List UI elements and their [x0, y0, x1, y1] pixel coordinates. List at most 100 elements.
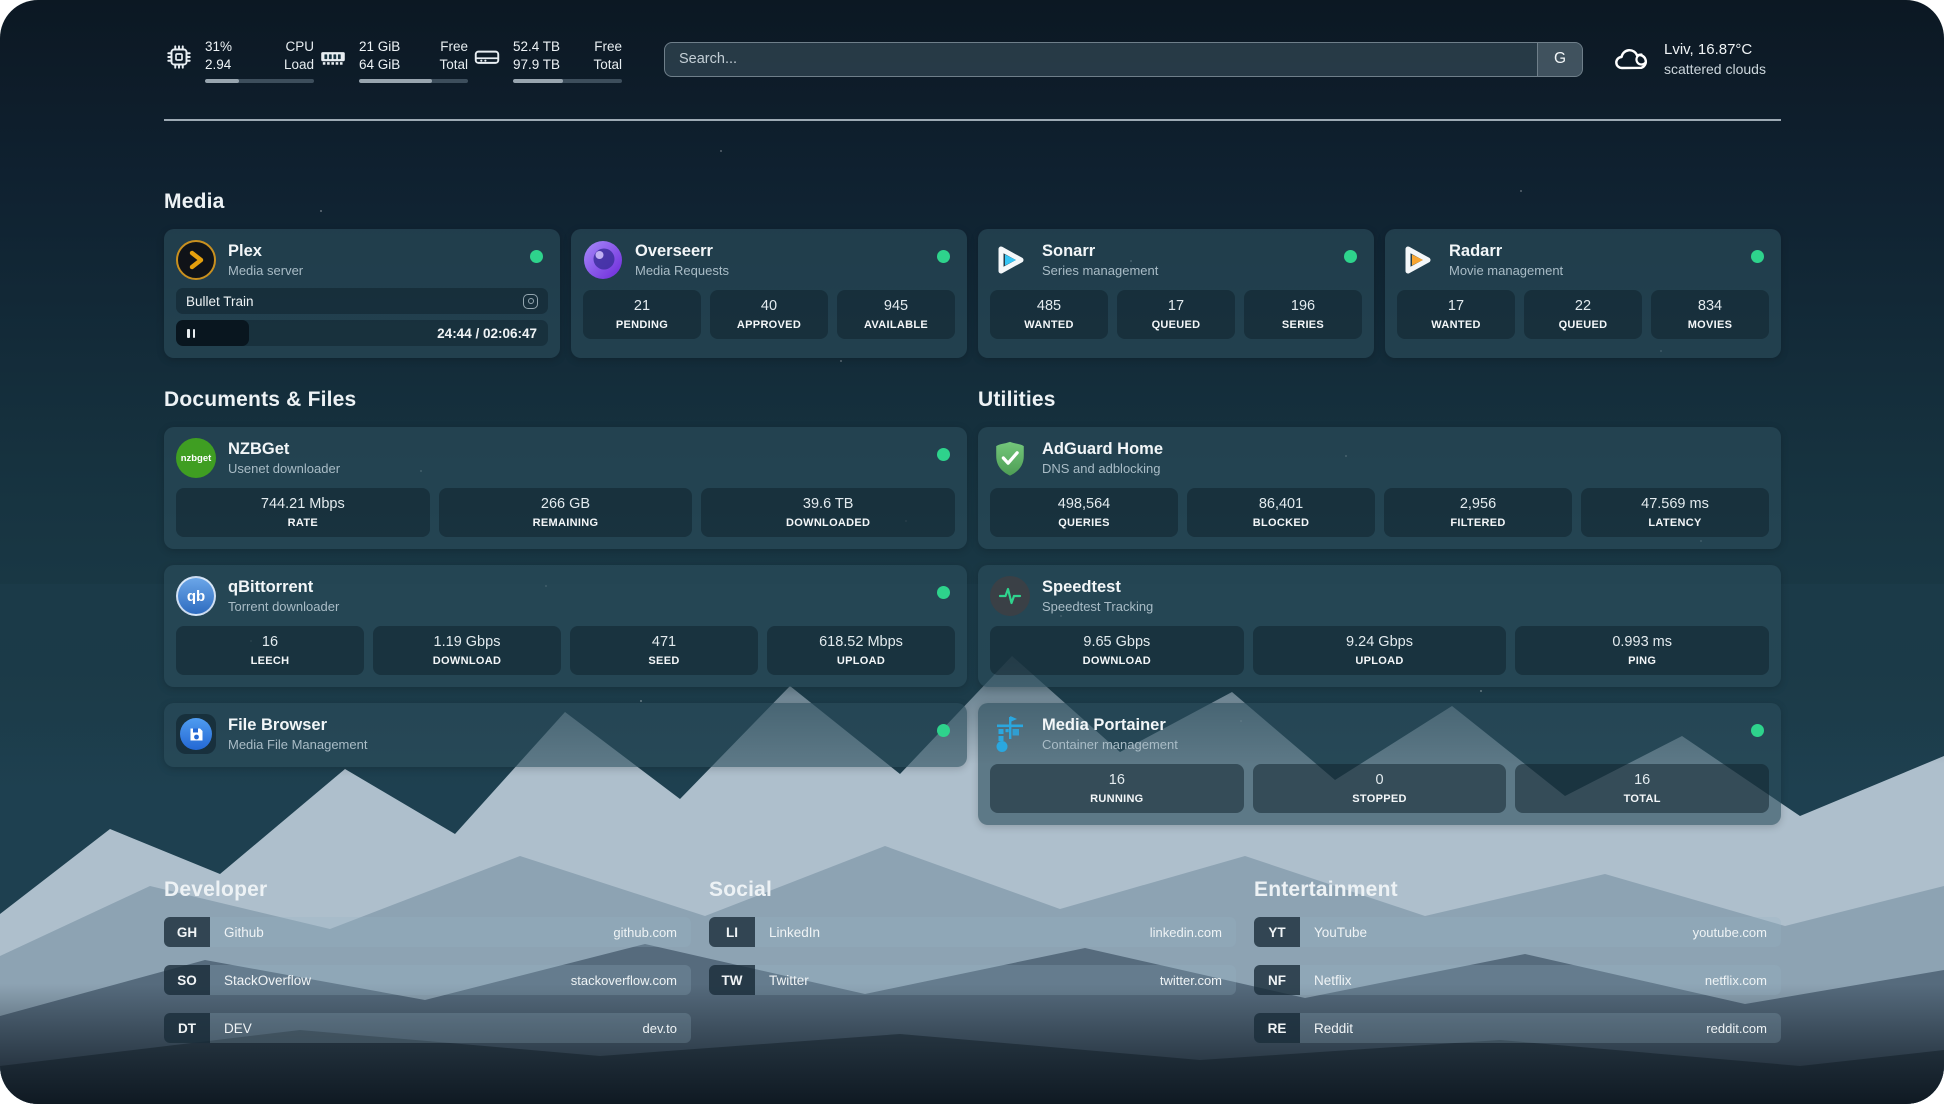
portainer-subtitle: Container management — [1042, 737, 1178, 752]
twitter-abbr-badge: TW — [709, 965, 755, 995]
storage-total-value: 97.9 TB — [513, 56, 561, 72]
nzbget-status-dot — [937, 448, 950, 461]
cpu-label-top: CPU — [285, 38, 314, 54]
link-reddit[interactable]: RE Reddit reddit.com — [1254, 1013, 1781, 1043]
nzbget-stat-remaining: 266 GB REMAINING — [438, 488, 693, 537]
overseerr-status-dot — [937, 250, 950, 263]
adguard-icon — [990, 438, 1030, 478]
netflix-abbr-badge: NF — [1254, 965, 1300, 995]
search-input[interactable] — [664, 41, 1583, 77]
adguard-subtitle: DNS and adblocking — [1042, 461, 1161, 476]
nzbget-subtitle: Usenet downloader — [228, 461, 341, 476]
nzbget-name: NZBGet — [228, 440, 290, 458]
documents-files-section: Documents & Files nzbget NZBGet Usenet d… — [164, 388, 967, 825]
plex-status-dot — [530, 250, 543, 263]
utilities-section-title: Utilities — [978, 388, 1056, 411]
weather-widget: Lviv, 16.87°C scattered clouds — [1613, 40, 1781, 78]
memory-icon — [321, 51, 345, 65]
overseerr-name: Overseerr — [635, 242, 713, 260]
adguard-stat-filtered: 2,956 FILTERED — [1384, 488, 1572, 537]
dev-to-abbr-badge: DT — [164, 1013, 210, 1043]
speedtest-icon — [990, 576, 1030, 616]
media-section-title: Media — [164, 190, 225, 213]
qbittorrent-stat-seed: 471 SEED — [570, 626, 758, 675]
radarr-stat-queued: 22 QUEUED — [1524, 290, 1642, 339]
link-stackoverflow[interactable]: SO StackOverflow stackoverflow.com — [164, 965, 691, 995]
link-dev-to[interactable]: DT DEV dev.to — [164, 1013, 691, 1043]
qbittorrent-stat-leech: 16 LEECH — [176, 626, 364, 675]
pause-icon[interactable] — [187, 328, 196, 338]
memory-progress-track — [359, 78, 468, 83]
sonarr-icon — [990, 240, 1030, 280]
cpu-icon — [167, 44, 191, 69]
developer-section-title: Developer — [164, 878, 268, 901]
radarr-name: Radarr — [1449, 242, 1503, 260]
documents-section-title: Documents & Files — [164, 388, 357, 411]
linkedin-abbr-badge: LI — [709, 917, 755, 947]
media-section: Media Plex Media server Bullet Train — [164, 190, 1781, 358]
memory-stat: 21 GiB Free 64 GiB Total — [318, 36, 468, 83]
overseerr-icon — [583, 240, 623, 280]
qbittorrent-subtitle: Torrent downloader — [228, 599, 340, 614]
nzbget-icon: nzbget — [176, 438, 216, 478]
speedtest-subtitle: Speedtest Tracking — [1042, 599, 1154, 614]
stackoverflow-abbr-badge: SO — [164, 965, 210, 995]
search-engine-button[interactable]: G — [1537, 42, 1582, 76]
cpu-load-value: 2.94 — [205, 56, 232, 72]
plex-name: Plex — [228, 242, 262, 260]
sonarr-stat-wanted: 485 WANTED — [990, 290, 1108, 339]
cpu-progress-track — [205, 78, 314, 83]
sonarr-card[interactable]: Sonarr Series management 485 WANTED 17 QUE… — [978, 229, 1374, 358]
link-twitter[interactable]: TW Twitter twitter.com — [709, 965, 1236, 995]
plex-card[interactable]: Plex Media server Bullet Train 24:44 / 0… — [164, 229, 560, 358]
link-github[interactable]: GH Github github.com — [164, 917, 691, 947]
overseerr-stat-approved: 40 APPROVED — [710, 290, 828, 339]
link-youtube[interactable]: YT YouTube youtube.com — [1254, 917, 1781, 947]
plex-icon — [176, 240, 216, 280]
social-section-title: Social — [709, 878, 773, 901]
nzbget-card[interactable]: nzbget NZBGet Usenet downloader 744.21 M… — [164, 427, 967, 549]
portainer-status-dot — [1751, 724, 1764, 737]
radarr-subtitle: Movie management — [1449, 263, 1564, 278]
reddit-abbr-badge: RE — [1254, 1013, 1300, 1043]
storage-progress-track — [513, 78, 622, 83]
adguard-stat-blocked: 86,401 BLOCKED — [1187, 488, 1375, 537]
weather-condition: scattered clouds — [1664, 61, 1766, 77]
link-linkedin[interactable]: LI LinkedIn linkedin.com — [709, 917, 1236, 947]
overseerr-subtitle: Media Requests — [635, 263, 729, 278]
portainer-stat-total: 16 TOTAL — [1515, 764, 1770, 813]
plex-playback-progress: 24:44 / 02:06:47 — [176, 320, 548, 346]
qbittorrent-card[interactable]: qb qBittorrent Torrent downloader 16 LEEC… — [164, 565, 967, 687]
sonarr-subtitle: Series management — [1042, 263, 1159, 278]
entertainment-section-title: Entertainment — [1254, 878, 1398, 901]
developer-links-section: Developer GH Github github.com SO StackO… — [164, 878, 691, 1061]
cpu-usage-value: 31% — [205, 38, 233, 54]
filebrowser-name: File Browser — [228, 716, 328, 734]
overseerr-card[interactable]: Overseerr Media Requests 21 PENDING 40 APP… — [571, 229, 967, 358]
qbittorrent-icon: qb — [176, 576, 216, 616]
snow-specks — [0, 0, 2, 2]
overseerr-stat-pending: 21 PENDING — [583, 290, 701, 339]
utilities-section: Utilities AdGuard Home DNS and adblockin… — [978, 388, 1781, 825]
radarr-stat-movies: 834 MOVIES — [1651, 290, 1769, 339]
search-bar: G — [664, 41, 1583, 77]
link-netflix[interactable]: NF Netflix netflix.com — [1254, 965, 1781, 995]
adguard-stat-queries: 498,564 QUERIES — [990, 488, 1178, 537]
qbittorrent-stat-upload: 618.52 Mbps UPLOAD — [767, 626, 955, 675]
plex-playback-fill — [176, 320, 249, 346]
nzbget-stat-downloaded: 39.6 TB DOWNLOADED — [701, 488, 956, 537]
plex-now-playing-title: Bullet Train — [186, 293, 254, 309]
adguard-name: AdGuard Home — [1042, 440, 1164, 458]
filebrowser-card[interactable]: File Browser Media File Management — [164, 703, 967, 767]
plex-now-playing-row: Bullet Train — [176, 288, 548, 314]
media-type-icon — [523, 293, 538, 309]
speedtest-card[interactable]: Speedtest Speedtest Tracking 9.65 Gbps DO… — [978, 565, 1781, 687]
adguard-stat-latency: 47.569 ms LATENCY — [1581, 488, 1769, 537]
sonarr-stat-queued: 17 QUEUED — [1117, 290, 1235, 339]
filebrowser-status-dot — [937, 724, 950, 737]
adguard-card[interactable]: AdGuard Home DNS and adblocking 498,564 Q… — [978, 427, 1781, 549]
radarr-card[interactable]: Radarr Movie management 17 WANTED 22 QUEUE… — [1385, 229, 1781, 358]
qbittorrent-name: qBittorrent — [228, 578, 314, 596]
radarr-stat-wanted: 17 WANTED — [1397, 290, 1515, 339]
portainer-card[interactable]: Media Portainer Container management 16 R… — [978, 703, 1781, 825]
